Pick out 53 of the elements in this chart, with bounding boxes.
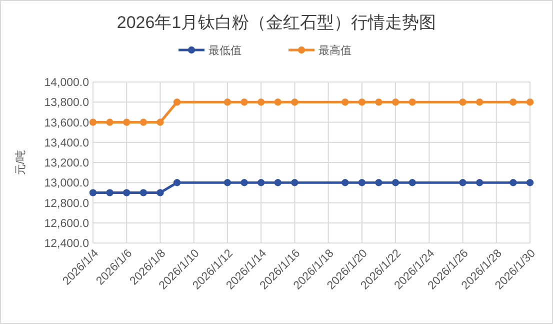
y-tick-label: 14,000.0: [44, 77, 89, 90]
point: [123, 189, 130, 196]
point: [240, 179, 248, 186]
point: [224, 98, 232, 106]
point: [476, 179, 484, 186]
point: [408, 98, 416, 106]
point: [510, 179, 517, 186]
point: [358, 179, 366, 186]
point: [274, 179, 282, 186]
y-tick-label: 13,000.0: [44, 178, 89, 190]
y-tick-label: 13,400.0: [44, 137, 89, 150]
point: [257, 179, 265, 186]
point: [342, 179, 349, 186]
point: [274, 98, 282, 106]
chart-title: 2026年1月钛白粉（金红石型）行情走势图: [116, 13, 436, 32]
point: [240, 98, 248, 106]
point: [526, 179, 534, 186]
y-tick-label: 13,800.0: [44, 97, 89, 110]
y-tick-label: 12,800.0: [44, 198, 89, 210]
point: [510, 98, 517, 106]
point: [224, 179, 232, 186]
point: [459, 179, 466, 186]
point: [408, 179, 416, 186]
y-tick-label: 12,600.0: [44, 218, 89, 230]
point: [392, 98, 400, 106]
point: [156, 118, 164, 126]
point: [392, 179, 400, 186]
point: [140, 118, 148, 126]
point: [476, 98, 484, 106]
y-tick-label: 12,400.0: [44, 238, 89, 250]
point: [89, 189, 97, 196]
point: [89, 118, 97, 126]
point: [291, 98, 298, 106]
point: [526, 98, 534, 106]
point: [459, 98, 466, 106]
legend-label: 最高值: [318, 44, 352, 57]
y-tick-label: 13,600.0: [44, 117, 89, 130]
point: [156, 189, 164, 196]
point: [173, 179, 181, 186]
point: [342, 98, 349, 106]
point: [123, 118, 130, 126]
point: [257, 98, 265, 106]
legend-label: 最低值: [208, 44, 242, 57]
point: [106, 189, 114, 196]
point: [358, 98, 366, 106]
point: [291, 179, 298, 186]
point: [106, 118, 114, 126]
y-axis-title: 元/吨: [14, 150, 27, 176]
y-tick-label: 13,200.0: [44, 158, 89, 170]
point: [173, 98, 181, 106]
point: [375, 179, 382, 186]
point: [140, 189, 148, 196]
point: [375, 98, 382, 106]
